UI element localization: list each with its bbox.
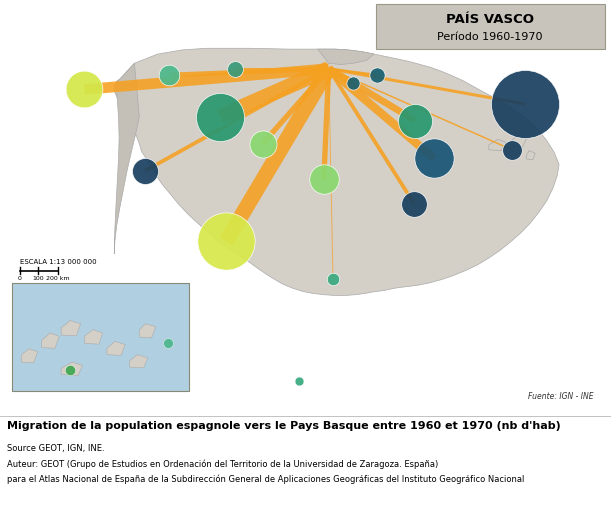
Point [65,366,75,374]
Point [409,200,419,208]
FancyBboxPatch shape [376,4,605,49]
Point [521,100,530,108]
Polygon shape [61,362,82,375]
Text: para el Atlas Nacional de España de la Subdirección General de Aplicaciones Geog: para el Atlas Nacional de España de la S… [7,475,525,484]
Point [79,85,89,94]
Text: 0: 0 [18,276,21,281]
Bar [12,283,189,391]
Point [372,71,382,79]
Point [258,140,268,148]
Point [163,339,173,347]
Point [348,79,358,87]
Point [295,377,304,385]
Polygon shape [489,140,506,150]
Point [221,237,231,246]
Point [411,116,420,125]
Point [429,154,439,162]
Point [319,175,329,183]
Polygon shape [510,135,527,147]
Polygon shape [107,341,125,355]
Polygon shape [139,324,156,338]
Text: PAÍS VASCO: PAÍS VASCO [446,13,534,26]
Point [328,275,338,283]
Text: Fuente: IGN - INE: Fuente: IGN - INE [529,392,594,401]
Text: 100: 100 [32,276,45,281]
Text: Source GEOT, IGN, INE.: Source GEOT, IGN, INE. [7,444,105,452]
Point [230,65,240,73]
Polygon shape [61,321,81,336]
Text: Período 1960-1970: Período 1960-1970 [437,32,543,42]
Text: Migration de la population espagnole vers le Pays Basque entre 1960 et 1970 (nb : Migration de la population espagnole ver… [7,421,561,431]
Point [507,146,517,154]
Polygon shape [527,150,535,160]
Point [215,112,225,120]
Text: 200 km: 200 km [46,276,70,281]
Polygon shape [318,49,374,65]
Polygon shape [130,355,148,368]
Polygon shape [42,333,59,348]
Text: Auteur: GEOT (Grupo de Estudios en Ordenación del Territorio de la Universidad d: Auteur: GEOT (Grupo de Estudios en Orden… [7,459,439,468]
Point [164,71,174,79]
Polygon shape [84,330,103,344]
Polygon shape [114,63,139,254]
Point [141,166,150,175]
Polygon shape [21,349,38,363]
Text: ESCALA 1:13 000 000: ESCALA 1:13 000 000 [20,259,96,265]
Polygon shape [114,48,559,296]
